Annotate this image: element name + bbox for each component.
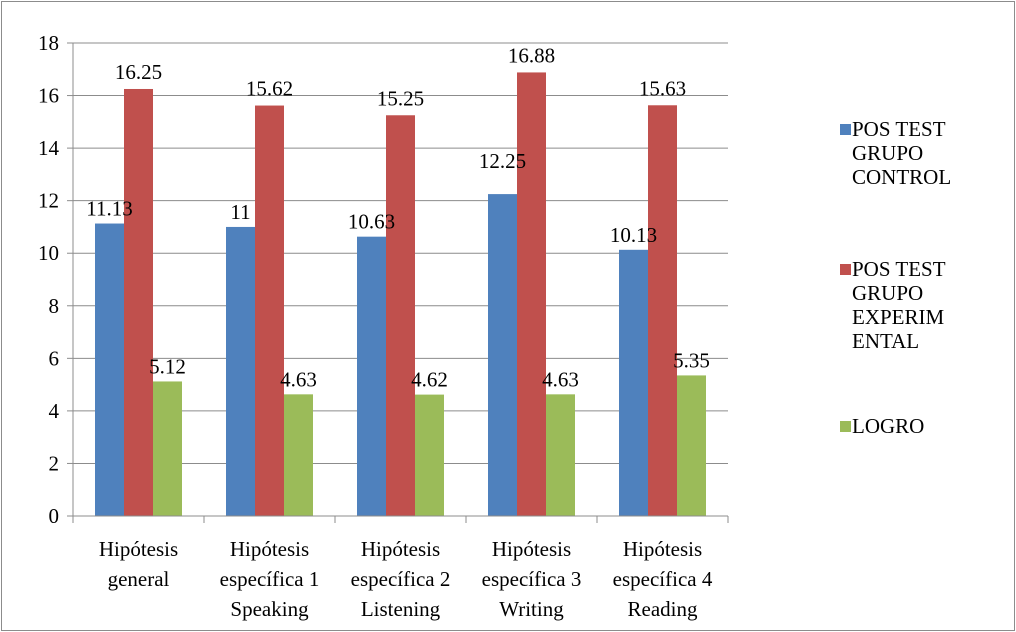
category-labels: Hipótesis general Hipótesis específica 1 Spe…: [99, 537, 713, 621]
data-label: 15.62: [246, 77, 293, 101]
y-tick-label: 4: [49, 399, 60, 423]
legend-swatch: [840, 264, 851, 275]
bar: [153, 381, 182, 516]
y-tick-label: 16: [38, 84, 59, 108]
bar: [255, 105, 284, 517]
data-label: 12.25: [479, 149, 526, 173]
bar: [226, 226, 255, 516]
bar: [415, 394, 444, 516]
y-tick-label: 0: [49, 504, 60, 528]
bar: [619, 249, 648, 517]
y-tick-label: 12: [38, 189, 59, 213]
data-label: 10.13: [610, 223, 657, 247]
legend-label: POS TEST GRUPO EXPERIM ENTAL: [852, 257, 946, 353]
data-label: 4.63: [542, 367, 579, 391]
y-tick-label: 18: [38, 31, 59, 55]
data-label: 11.13: [86, 197, 132, 221]
bar: [386, 115, 415, 516]
y-tick-label: 2: [49, 451, 60, 475]
category-label: Hipótesis específica 1 Speaking: [220, 537, 320, 621]
data-label: 15.25: [377, 86, 424, 110]
legend: POS TEST GRUPO CONTROL POS TEST GRUPO EXPERIM…: [840, 117, 951, 438]
category-label: Hipótesis específica 2 Listening: [351, 537, 451, 621]
legend-label: LOGRO: [852, 414, 924, 438]
bar: [284, 394, 313, 516]
axes: [67, 42, 729, 523]
data-labels: 11.13 16.25 5.12 11 15.62 4.63 10.63 15.25 4.62 1…: [86, 43, 710, 391]
y-tick-label: 14: [38, 136, 60, 160]
data-label: 16.88: [508, 43, 555, 67]
category-label: Hipótesis específica 3 Writing: [482, 537, 582, 621]
y-tick-labels: 0 2 4 6 8 10 12 14 16 18: [38, 31, 60, 528]
data-label: 16.25: [115, 60, 162, 84]
category-label: Hipótesis general: [99, 537, 178, 591]
category-label: Hipótesis específica 4 Reading: [613, 537, 713, 621]
y-tick-label: 10: [38, 241, 59, 265]
y-tick-label: 8: [49, 294, 60, 318]
data-label: 5.35: [673, 348, 710, 372]
legend-swatch: [840, 421, 851, 432]
legend-swatch: [840, 124, 851, 135]
data-label: 11: [230, 200, 250, 224]
data-label: 5.12: [149, 354, 186, 378]
data-label: 4.63: [280, 367, 317, 391]
bar: [488, 194, 517, 516]
data-label: 15.63: [639, 76, 686, 100]
bar: [124, 88, 153, 516]
data-label: 10.63: [348, 210, 395, 234]
bar: [517, 72, 546, 516]
bar: [546, 394, 575, 516]
bar: [648, 105, 677, 517]
bar: [677, 375, 706, 516]
bars: [95, 72, 706, 517]
y-tick-label: 6: [49, 346, 60, 370]
bar: [95, 223, 124, 517]
bar: [357, 236, 386, 516]
legend-label: POS TEST GRUPO CONTROL: [852, 117, 951, 189]
data-label: 4.62: [411, 368, 448, 392]
